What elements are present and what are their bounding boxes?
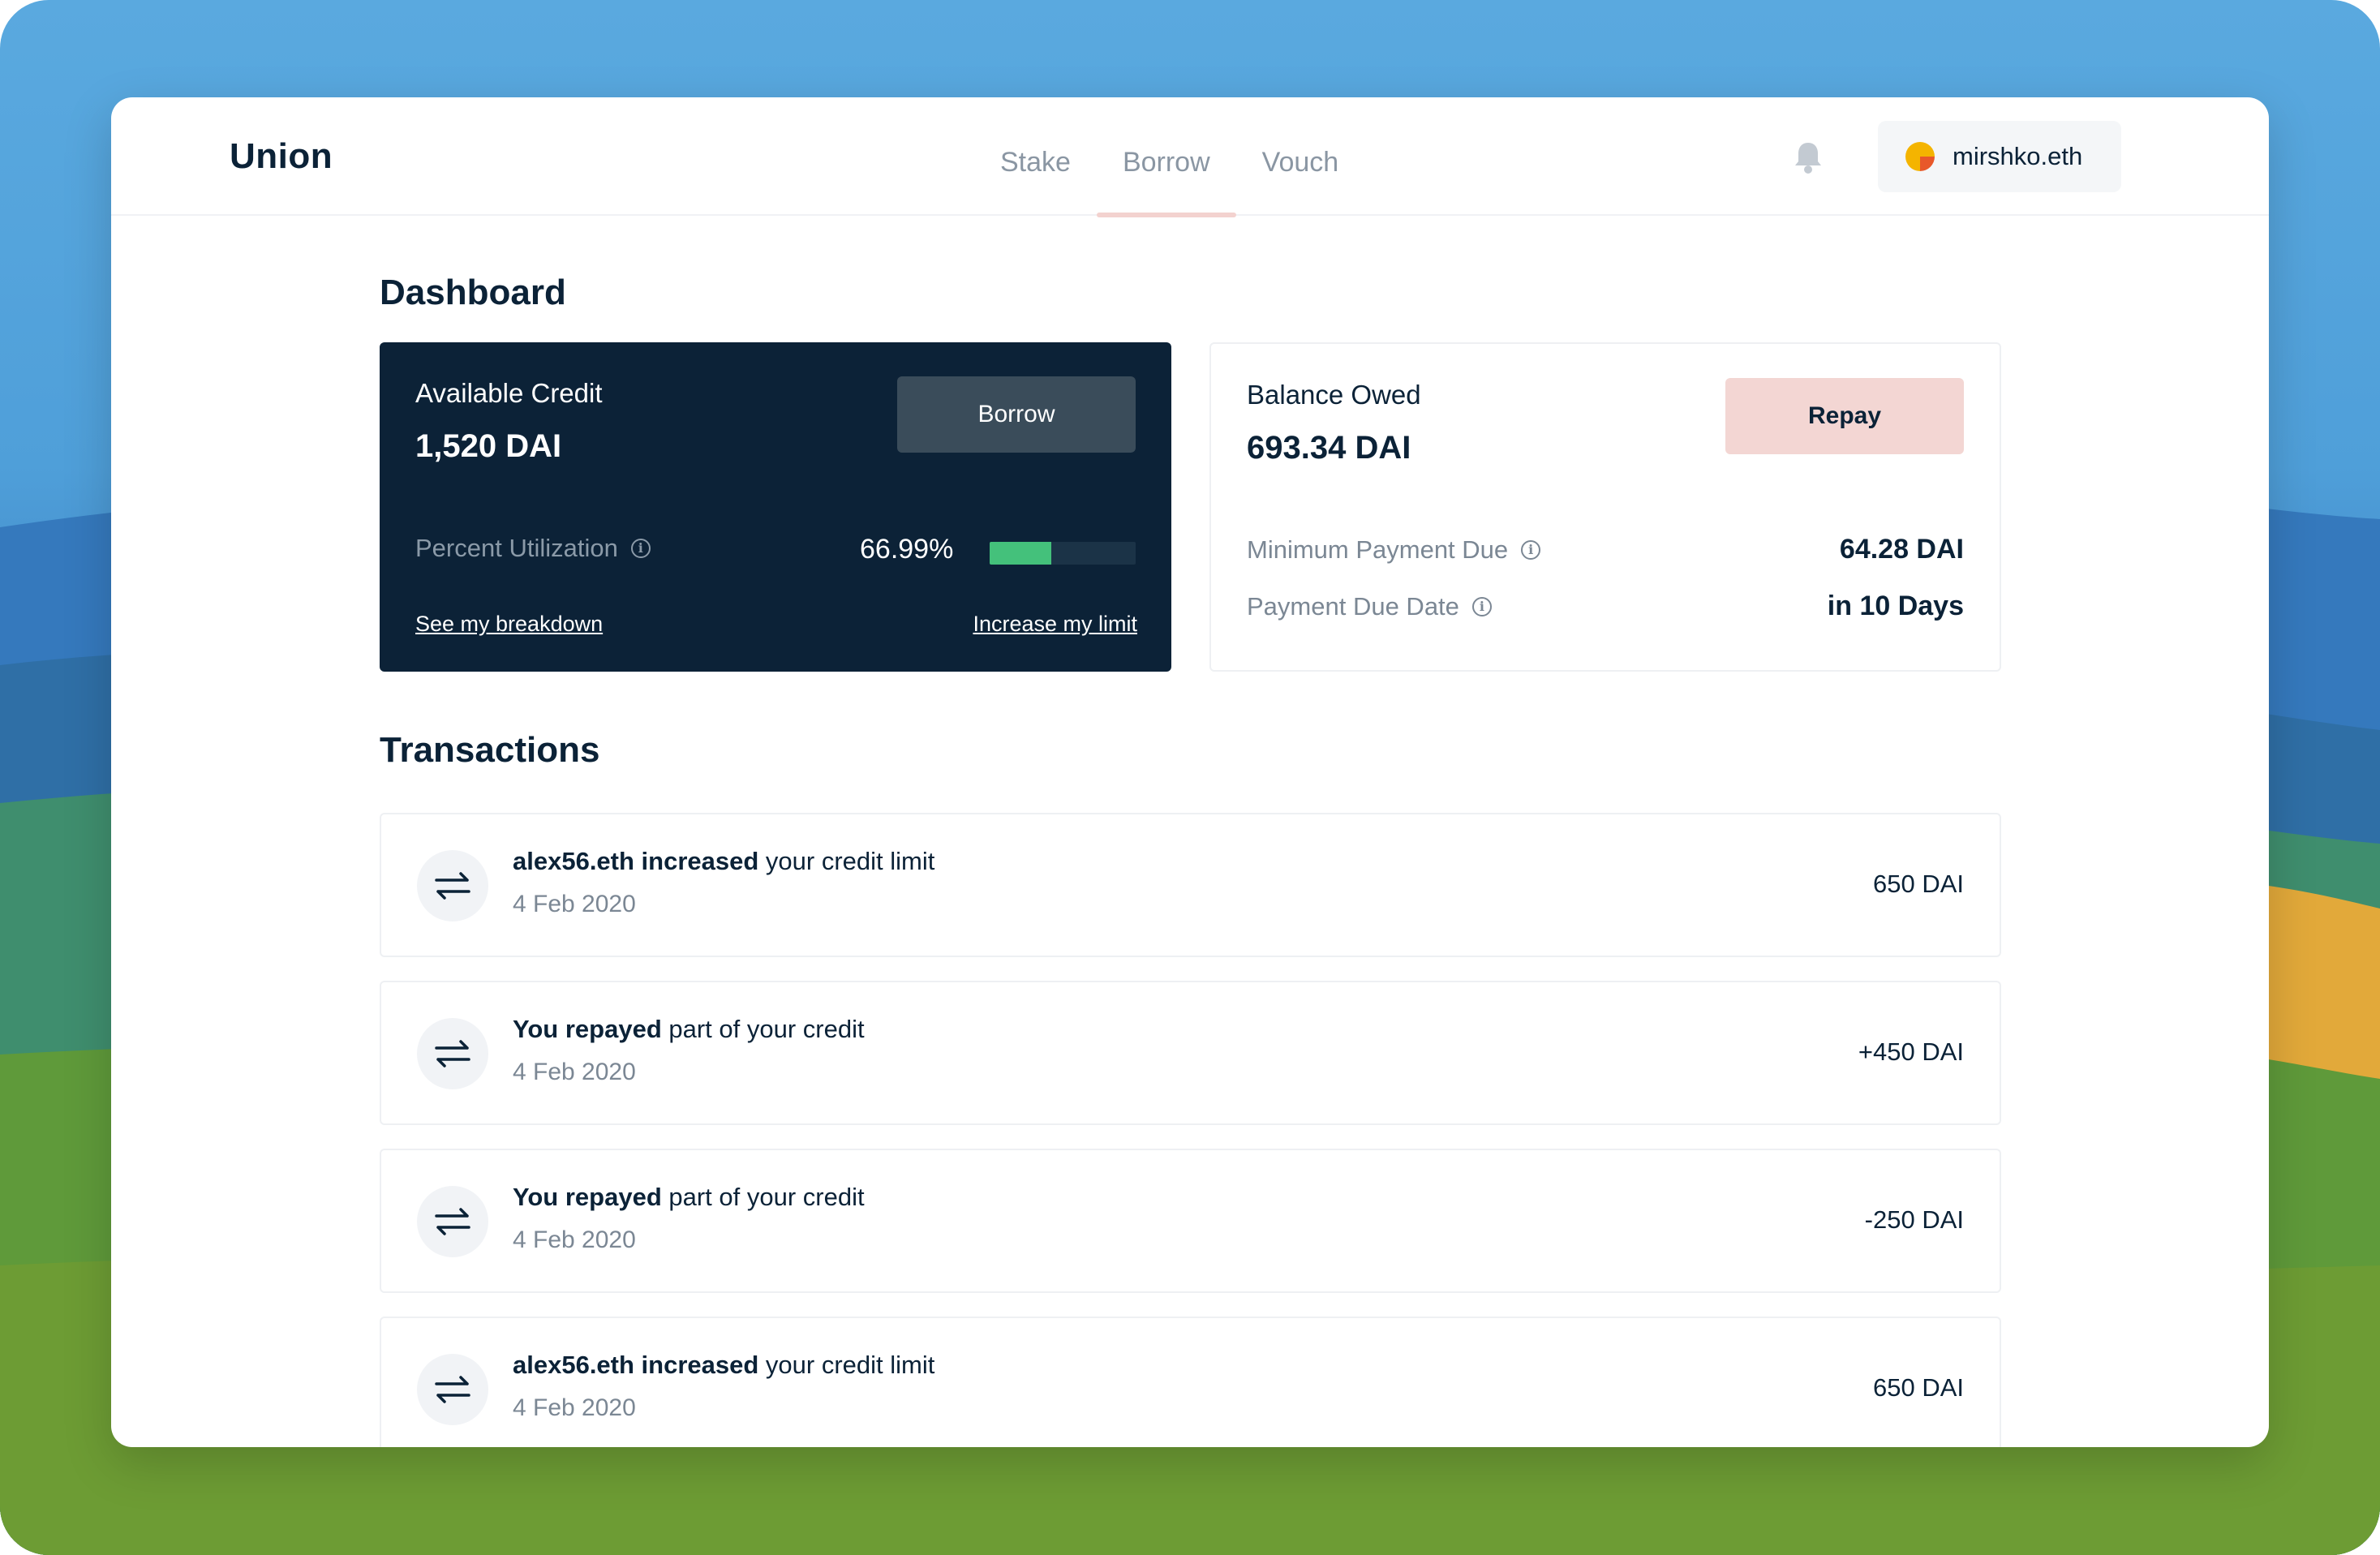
transaction-description: alex56.eth increased your credit limit (513, 1351, 934, 1380)
available-credit-value: 1,520 DAI (415, 428, 562, 464)
transaction-row[interactable]: alex56.eth increased your credit limit 4… (380, 1317, 2001, 1447)
account-button[interactable]: mirshko.eth (1878, 121, 2121, 192)
transaction-description: You repayed part of your credit (513, 1015, 865, 1044)
swap-arrows-icon (417, 1354, 488, 1425)
transaction-detail: part of your credit (661, 1183, 865, 1211)
transaction-amount: +450 DAI (1858, 1037, 1964, 1066)
transaction-amount: 650 DAI (1872, 1373, 1964, 1402)
available-credit-card: Available Credit 1,520 DAI Borrow Percen… (380, 342, 1171, 672)
transaction-detail: part of your credit (661, 1015, 865, 1043)
transaction-detail: your credit limit (758, 847, 935, 875)
transaction-actor: alex56.eth increased (513, 847, 759, 875)
transaction-description: You repayed part of your credit (513, 1183, 865, 1212)
transaction-detail: your credit limit (758, 1351, 935, 1379)
utilization-label: Percent Utilization (415, 534, 618, 562)
borrow-button[interactable]: Borrow (897, 376, 1136, 453)
top-navbar: Union Stake Borrow Vouch mirshko.eth (111, 97, 2269, 217)
min-payment-value: 64.28 DAI (1839, 534, 1964, 565)
transaction-actor: You repayed (513, 1183, 662, 1211)
available-credit-label: Available Credit (415, 378, 603, 408)
transaction-amount: -250 DAI (1864, 1205, 1964, 1234)
transaction-date: 4 Feb 2020 (513, 891, 636, 917)
increase-limit-link[interactable]: Increase my limit (973, 612, 1137, 636)
utilization-progress-bar (990, 542, 1136, 565)
balance-owed-value: 693.34 DAI (1247, 430, 1411, 466)
tab-vouch[interactable]: Vouch (1261, 146, 1339, 178)
min-payment-row-label: Minimum Payment Due i (1247, 535, 1541, 565)
app-window: Union Stake Borrow Vouch mirshko.eth Das… (111, 97, 2269, 1447)
transaction-date: 4 Feb 2020 (513, 1394, 636, 1421)
swap-arrows-icon (417, 1018, 488, 1089)
main-nav: Stake Borrow Vouch (974, 97, 1364, 217)
utilization-row-label: Percent Utilization i (415, 534, 651, 563)
app-logo[interactable]: Union (230, 136, 333, 176)
due-date-value: in 10 Days (1827, 591, 1964, 621)
transaction-actor: alex56.eth increased (513, 1351, 759, 1379)
due-date-row-label: Payment Due Date i (1247, 592, 1492, 621)
transactions-heading: Transactions (380, 730, 600, 770)
transaction-amount: 650 DAI (1872, 870, 1964, 898)
balance-owed-label: Balance Owed (1247, 380, 1421, 410)
swap-arrows-icon (417, 1186, 488, 1257)
transaction-actor: You repayed (513, 1015, 662, 1043)
account-name: mirshko.eth (1953, 142, 2083, 170)
transaction-date: 4 Feb 2020 (513, 1059, 636, 1085)
swap-arrows-icon (417, 850, 488, 921)
info-icon[interactable]: i (1471, 597, 1492, 616)
info-icon[interactable]: i (630, 539, 651, 558)
tab-borrow[interactable]: Borrow (1096, 97, 1236, 217)
transaction-row[interactable]: You repayed part of your credit 4 Feb 20… (380, 981, 2001, 1125)
utilization-progress-fill (990, 542, 1051, 565)
min-payment-label: Minimum Payment Due (1247, 535, 1509, 564)
tab-stake[interactable]: Stake (1000, 146, 1071, 178)
transaction-row[interactable]: You repayed part of your credit 4 Feb 20… (380, 1149, 2001, 1293)
info-icon[interactable]: i (1521, 540, 1541, 560)
see-breakdown-link[interactable]: See my breakdown (415, 612, 604, 636)
utilization-value: 66.99% (860, 534, 954, 565)
balance-owed-card: Balance Owed 693.34 DAI Repay Minimum Pa… (1209, 342, 2001, 672)
avatar (1905, 142, 1935, 171)
transaction-description: alex56.eth increased your credit limit (513, 847, 934, 876)
dashboard-heading: Dashboard (380, 273, 566, 312)
bell-icon[interactable] (1792, 140, 1824, 175)
due-date-label: Payment Due Date (1247, 592, 1459, 621)
transaction-date: 4 Feb 2020 (513, 1226, 636, 1253)
repay-button[interactable]: Repay (1725, 378, 1964, 454)
transaction-row[interactable]: alex56.eth increased your credit limit 4… (380, 813, 2001, 957)
